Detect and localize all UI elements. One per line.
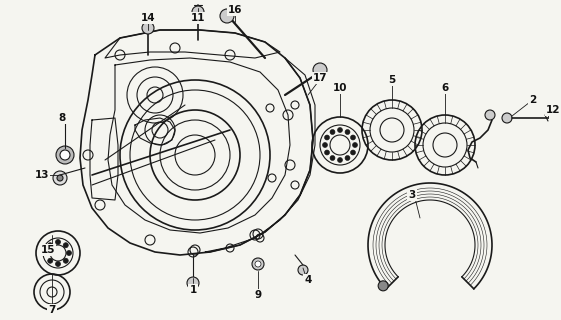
Circle shape: [338, 127, 343, 132]
Circle shape: [345, 130, 350, 134]
Text: 16: 16: [228, 5, 242, 15]
Text: 12: 12: [546, 105, 560, 115]
Text: 9: 9: [255, 290, 261, 300]
Circle shape: [60, 150, 70, 160]
Circle shape: [252, 258, 264, 270]
Text: 4: 4: [304, 275, 312, 285]
Text: 1: 1: [190, 285, 196, 295]
Circle shape: [351, 150, 356, 155]
Circle shape: [63, 243, 68, 248]
Circle shape: [502, 113, 512, 123]
Circle shape: [220, 9, 234, 23]
Text: 3: 3: [408, 190, 416, 200]
Text: 15: 15: [41, 245, 55, 255]
Circle shape: [313, 63, 327, 77]
Circle shape: [57, 175, 63, 181]
Circle shape: [255, 261, 261, 267]
Circle shape: [63, 258, 68, 263]
Circle shape: [298, 265, 308, 275]
Text: 6: 6: [442, 83, 449, 93]
Circle shape: [44, 251, 49, 255]
Circle shape: [142, 22, 154, 34]
Circle shape: [324, 135, 329, 140]
Text: 17: 17: [312, 73, 327, 83]
Circle shape: [330, 130, 335, 134]
Circle shape: [338, 157, 343, 163]
Text: 13: 13: [35, 170, 49, 180]
Circle shape: [345, 156, 350, 161]
Text: 14: 14: [141, 13, 155, 23]
Circle shape: [53, 171, 67, 185]
Circle shape: [485, 110, 495, 120]
Circle shape: [330, 156, 335, 161]
Circle shape: [56, 239, 61, 244]
Text: 10: 10: [333, 83, 347, 93]
Circle shape: [56, 146, 74, 164]
Circle shape: [352, 142, 357, 148]
Text: 11: 11: [191, 13, 205, 23]
Circle shape: [67, 251, 71, 255]
Circle shape: [187, 277, 199, 289]
Circle shape: [48, 243, 53, 248]
Circle shape: [323, 142, 328, 148]
Circle shape: [378, 281, 388, 291]
Circle shape: [48, 258, 53, 263]
Circle shape: [192, 6, 204, 18]
Text: 8: 8: [58, 113, 66, 123]
Circle shape: [351, 135, 356, 140]
Text: 5: 5: [388, 75, 396, 85]
Text: 7: 7: [48, 305, 56, 315]
Circle shape: [324, 150, 329, 155]
Circle shape: [56, 261, 61, 267]
Text: 2: 2: [530, 95, 537, 105]
